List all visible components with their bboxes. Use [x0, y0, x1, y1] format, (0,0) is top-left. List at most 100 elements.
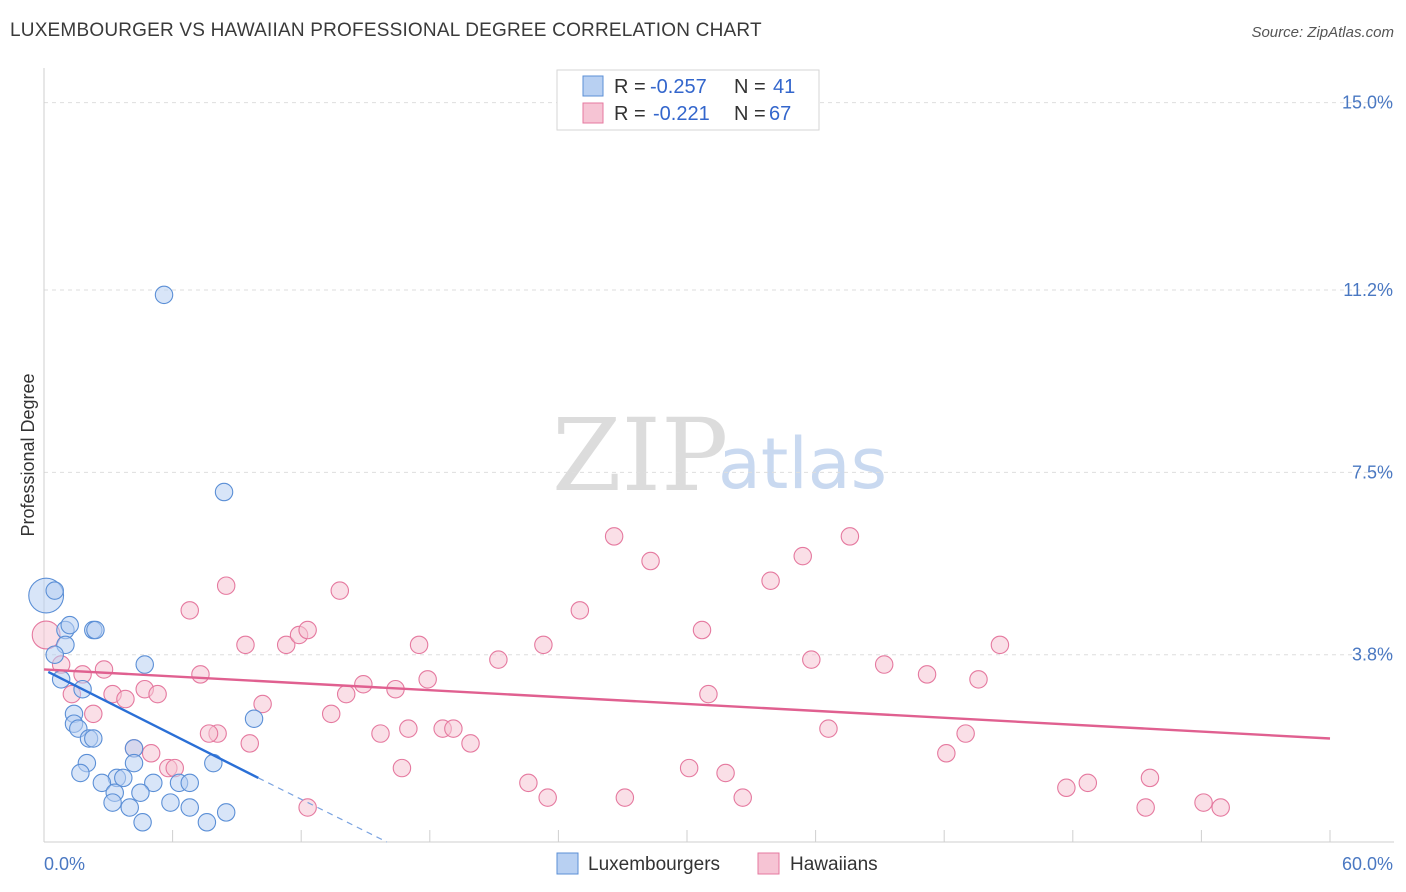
x-tick-label-min: 0.0% — [44, 854, 85, 874]
trend-line-hawaiians — [43, 668, 1331, 740]
hawaiians-point-38 — [199, 724, 219, 743]
hawaiians-point-62 — [298, 798, 317, 817]
hawaiians-point-12 — [216, 576, 236, 595]
y-tick-labels: 3.8% 7.5% 11.2% 15.0% — [1342, 93, 1393, 665]
hawaiians-point-11 — [180, 601, 199, 620]
hawaiians-point-7 — [116, 689, 135, 709]
hawaiians-point-31 — [874, 655, 894, 674]
luxembourgers-point-32 — [180, 798, 199, 817]
y-axis-label: Professional Degree — [18, 373, 38, 536]
source-label: Source: ZipAtlas.com — [1251, 24, 1394, 41]
hawaiians-point-17 — [330, 581, 350, 600]
hawaiians-point-35 — [956, 724, 975, 743]
luxembourgers-point-7 — [45, 645, 64, 664]
hawaiians-point-26 — [761, 571, 780, 591]
stats-legend: R = -0.257 N = 41 R = -0.221 N = 67 — [556, 69, 820, 131]
watermark-atlas: atlas — [718, 423, 887, 505]
hawaiians-point-44 — [371, 724, 390, 743]
luxembourgers-point-18 — [124, 753, 144, 773]
hawaiians-point-36 — [937, 744, 956, 763]
hawaiians-point-4 — [191, 665, 210, 684]
hawaiians-point-19 — [489, 650, 508, 669]
hawaiians-point-33 — [969, 670, 988, 689]
hawaiians-point-20 — [534, 635, 553, 655]
hawaiians-point-68 — [1211, 798, 1230, 817]
luxembourgers-point-24 — [92, 773, 112, 793]
chart-title: LUXEMBOURGER VS HAWAIIAN PROFESSIONAL DE… — [10, 20, 762, 41]
hawaiians-point-13 — [236, 635, 255, 655]
hawaiians-point-47 — [418, 670, 437, 689]
legend-r-label-luxembourgers: R = — [614, 76, 646, 98]
luxembourgers-point-28 — [180, 773, 199, 793]
hawaiians-point-24 — [692, 620, 712, 640]
luxembourgers-point-15 — [84, 729, 103, 748]
series-legend-swatch-hawaiians — [757, 852, 780, 875]
luxembourgers-point-4 — [60, 615, 79, 635]
luxembourgers-point-23 — [144, 773, 163, 793]
hawaiians-point-66 — [1136, 798, 1155, 817]
hawaiians-point-67 — [1194, 793, 1213, 812]
hawaiians-point-27 — [793, 546, 812, 566]
luxembourgers-point-38 — [154, 285, 174, 305]
y-tick-label-3: 15.0% — [1342, 93, 1393, 113]
y-tick-label-0: 3.8% — [1352, 645, 1393, 665]
hawaiians-point-63 — [1057, 778, 1076, 798]
hawaiians-point-46 — [399, 719, 418, 738]
hawaiians-point-30 — [802, 650, 821, 669]
hawaiians-point-57 — [538, 788, 557, 807]
hawaiians-point-50 — [461, 734, 480, 753]
luxembourgers-point-22 — [114, 768, 133, 788]
hawaiians-point-52 — [141, 744, 161, 763]
luxembourgers-points — [28, 285, 264, 832]
hawaiians-point-25 — [699, 684, 718, 704]
legend-n-value-hawaiians: 67 — [769, 103, 791, 125]
hawaiians-point-59 — [679, 758, 699, 778]
gridlines — [44, 102, 1394, 656]
hawaiians-point-14 — [276, 635, 296, 655]
hawaiians-point-61 — [733, 788, 752, 807]
luxembourgers-point-1 — [45, 581, 64, 600]
trend-line-luxembourgers — [47, 670, 259, 779]
legend-r-value-luxembourgers: -0.257 — [650, 76, 707, 98]
luxembourgers-point-37 — [214, 482, 234, 502]
luxembourgers-point-19 — [71, 763, 90, 783]
luxembourgers-point-35 — [197, 813, 217, 832]
series-legend-swatch-luxembourgers — [556, 852, 579, 875]
hawaiians-point-58 — [615, 788, 635, 807]
hawaiians-point-65 — [1140, 768, 1160, 788]
luxembourgers-point-8 — [135, 655, 154, 674]
luxembourgers-point-30 — [120, 798, 139, 817]
luxembourgers-point-26 — [131, 783, 150, 802]
hawaiians-point-21 — [570, 601, 590, 620]
series-legend-label-hawaiians: Hawaiians — [790, 854, 878, 875]
hawaiians-point-49 — [444, 719, 463, 738]
series-legend: Luxembourgers Hawaiians — [556, 852, 878, 875]
hawaiians-point-43 — [354, 675, 373, 694]
trend-lines — [43, 668, 1331, 843]
trend-line-luxembourgers-extension — [258, 777, 388, 843]
legend-n-label-luxembourgers: N = — [734, 76, 766, 98]
hawaiians-point-40 — [240, 734, 260, 753]
hawaiians-point-32 — [917, 665, 937, 684]
x-tick-marks — [43, 830, 1331, 842]
hawaiians-point-39 — [253, 694, 272, 714]
hawaiians-point-10 — [84, 704, 103, 724]
hawaiians-points — [31, 527, 1230, 817]
legend-r-value-hawaiians: -0.221 — [653, 103, 710, 125]
hawaiians-point-56 — [519, 773, 538, 793]
hawaiians-point-16 — [298, 620, 317, 640]
hawaiians-point-41 — [321, 704, 341, 724]
watermark-zip: ZIP — [552, 397, 728, 514]
legend-n-label-hawaiians: N = — [734, 103, 766, 125]
luxembourgers-point-34 — [133, 813, 152, 832]
y-tick-label-1: 7.5% — [1352, 462, 1393, 482]
hawaiians-point-22 — [604, 527, 624, 546]
legend-swatch-luxembourgers — [582, 75, 604, 97]
luxembourgers-point-31 — [161, 793, 180, 812]
legend-swatch-hawaiians — [582, 102, 604, 124]
hawaiians-point-29 — [840, 527, 860, 546]
y-tick-label-2: 11.2% — [1343, 280, 1393, 300]
hawaiians-point-64 — [1078, 773, 1098, 793]
legend-n-value-luxembourgers: 41 — [773, 76, 795, 98]
